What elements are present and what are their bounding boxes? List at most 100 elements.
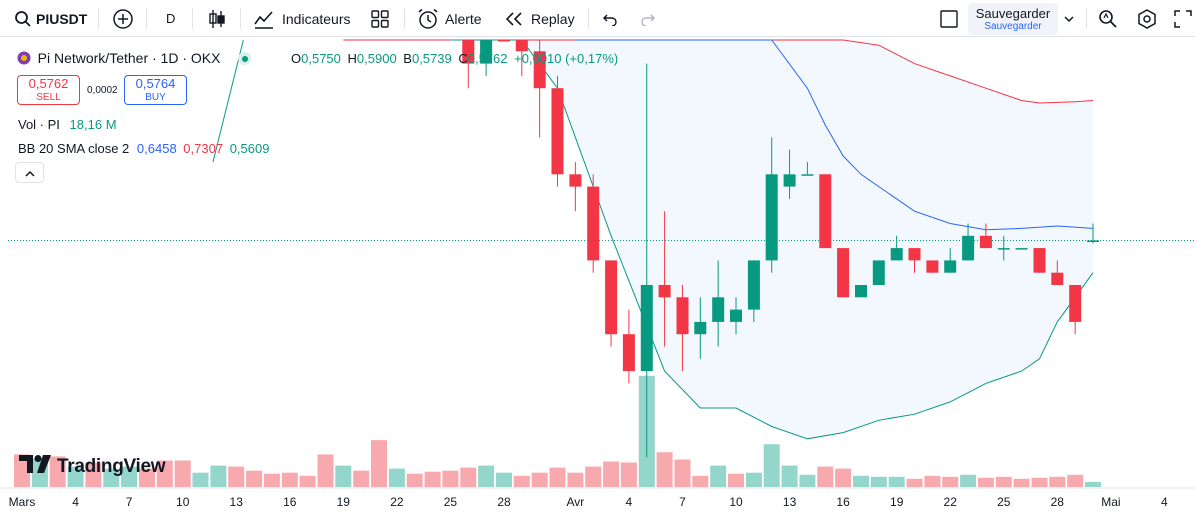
buy-button[interactable]: 0,5764 BUY — [124, 75, 187, 105]
symbol-search-button[interactable]: PIUSDT — [14, 0, 87, 37]
candle-body — [533, 51, 546, 89]
bb-legend: BB 20 SMA close 2 0,6458 0,7307 0,5609 — [18, 141, 269, 156]
market-status-dot — [238, 52, 252, 65]
time-tick-label: 28 — [1051, 495, 1065, 509]
candle-body — [890, 248, 903, 261]
high-value: 0,5900 — [356, 51, 397, 66]
volume-bar — [14, 454, 30, 487]
undo-icon — [602, 12, 618, 26]
volume-bar — [496, 472, 512, 487]
settings-button[interactable] — [1137, 0, 1157, 37]
candle-body — [962, 235, 975, 261]
volume-bar — [460, 467, 477, 487]
time-tick-label: 4 — [72, 495, 79, 509]
time-tick-label: Mai — [1101, 495, 1120, 509]
alert-button[interactable]: Alerte — [417, 0, 482, 37]
tradingview-logo[interactable]: TradingView — [19, 455, 166, 479]
high-label: H — [347, 51, 357, 66]
volume-bar — [263, 473, 280, 487]
indicators-label: Indicateurs — [282, 10, 351, 27]
time-axis: Mars 4 7 10 13 16 19 22 25 28 Avr 4 7 10 13 16 19 22 25 28 M… — [0, 487, 1195, 509]
volume-bar — [977, 477, 994, 487]
candle — [890, 235, 903, 261]
open-label: O — [291, 51, 302, 66]
volume-bar — [567, 472, 584, 487]
candle — [1069, 285, 1082, 335]
low-value: 0,5739 — [411, 51, 452, 66]
volume-bar — [817, 466, 834, 487]
interval-button[interactable]: D — [166, 11, 176, 26]
volume-bar — [174, 460, 191, 487]
compare-button[interactable] — [112, 0, 134, 37]
search-icon — [14, 10, 32, 28]
volume-bar — [388, 468, 405, 487]
save-button[interactable]: Sauvegarder Sauvegarder — [968, 3, 1058, 35]
fullscreen-button[interactable] — [1174, 0, 1192, 37]
volume-bar — [353, 470, 370, 487]
volume-bar — [906, 478, 923, 487]
layout-icon — [940, 9, 958, 28]
volume-bar — [299, 475, 316, 487]
candle — [605, 260, 618, 347]
undo-button[interactable] — [602, 0, 618, 37]
candle — [747, 260, 760, 322]
candle — [855, 285, 867, 298]
time-tick-label: 10 — [176, 495, 190, 509]
candle — [569, 162, 582, 212]
quick-search-button[interactable] — [1098, 0, 1118, 37]
bb-basis-value: 0,6458 — [136, 141, 177, 156]
redo-button[interactable] — [640, 0, 656, 37]
candle-body — [1033, 248, 1046, 273]
candle — [712, 260, 725, 347]
candle-body — [819, 174, 832, 249]
volume-bar — [103, 468, 120, 487]
time-tick-label: 25 — [444, 495, 458, 509]
volume-bar — [1031, 477, 1048, 487]
templates-button[interactable] — [371, 0, 389, 37]
time-tick-label: 16 — [283, 495, 297, 509]
candle-body — [480, 40, 493, 64]
bb-basis-line — [575, 39, 1094, 231]
change-value: +0,0010 (+0,17%) — [514, 51, 619, 66]
candle-body — [640, 285, 653, 372]
volume-bar — [317, 454, 334, 487]
candle-body — [783, 174, 796, 187]
candle-body — [944, 260, 957, 273]
time-tick-label: 4 — [1161, 495, 1168, 509]
spread-value: 0,0002 — [87, 85, 118, 96]
tradingview-logo-text: TradingView — [57, 456, 166, 477]
chart-type-button[interactable] — [208, 0, 226, 37]
candle-body — [855, 285, 867, 298]
time-tick-label: 13 — [230, 495, 244, 509]
close-value: 0,5762 — [467, 51, 508, 66]
sell-button[interactable]: 0,5762 SELL — [17, 75, 80, 105]
candle — [944, 248, 957, 273]
candle — [533, 40, 546, 138]
time-tick-label: 19 — [337, 495, 351, 509]
volume-bar — [781, 465, 798, 487]
volume-bar — [442, 470, 459, 487]
replay-button[interactable]: Replay — [505, 0, 575, 37]
candle — [765, 137, 778, 273]
volume-bar — [281, 472, 298, 487]
save-options-button[interactable] — [1063, 0, 1075, 37]
volume-bar — [513, 475, 530, 487]
volume-bar — [531, 472, 548, 487]
price-chart[interactable]: Mars 4 7 10 13 16 19 22 25 28 Avr 4 7 10 13 16 19 22 25 28 M… — [0, 38, 1195, 515]
candle-body — [605, 260, 618, 335]
volume-bar — [67, 466, 84, 487]
redo-icon — [640, 12, 656, 26]
volume-bar — [335, 465, 352, 487]
toolbar-divider — [98, 8, 99, 29]
collapse-legend-button[interactable] — [15, 162, 44, 183]
volume-bar — [49, 456, 66, 487]
symbol-name: PIUSDT — [36, 10, 88, 27]
volume-bar — [228, 466, 245, 487]
sell-label: SELL — [36, 92, 61, 103]
time-tick-label: 7 — [126, 495, 133, 509]
time-tick-label: 22 — [390, 495, 404, 509]
layout-button[interactable] — [940, 0, 958, 37]
candle-body — [622, 334, 635, 372]
indicators-button[interactable]: Indicateurs — [254, 0, 350, 37]
volume-bar — [656, 452, 673, 487]
